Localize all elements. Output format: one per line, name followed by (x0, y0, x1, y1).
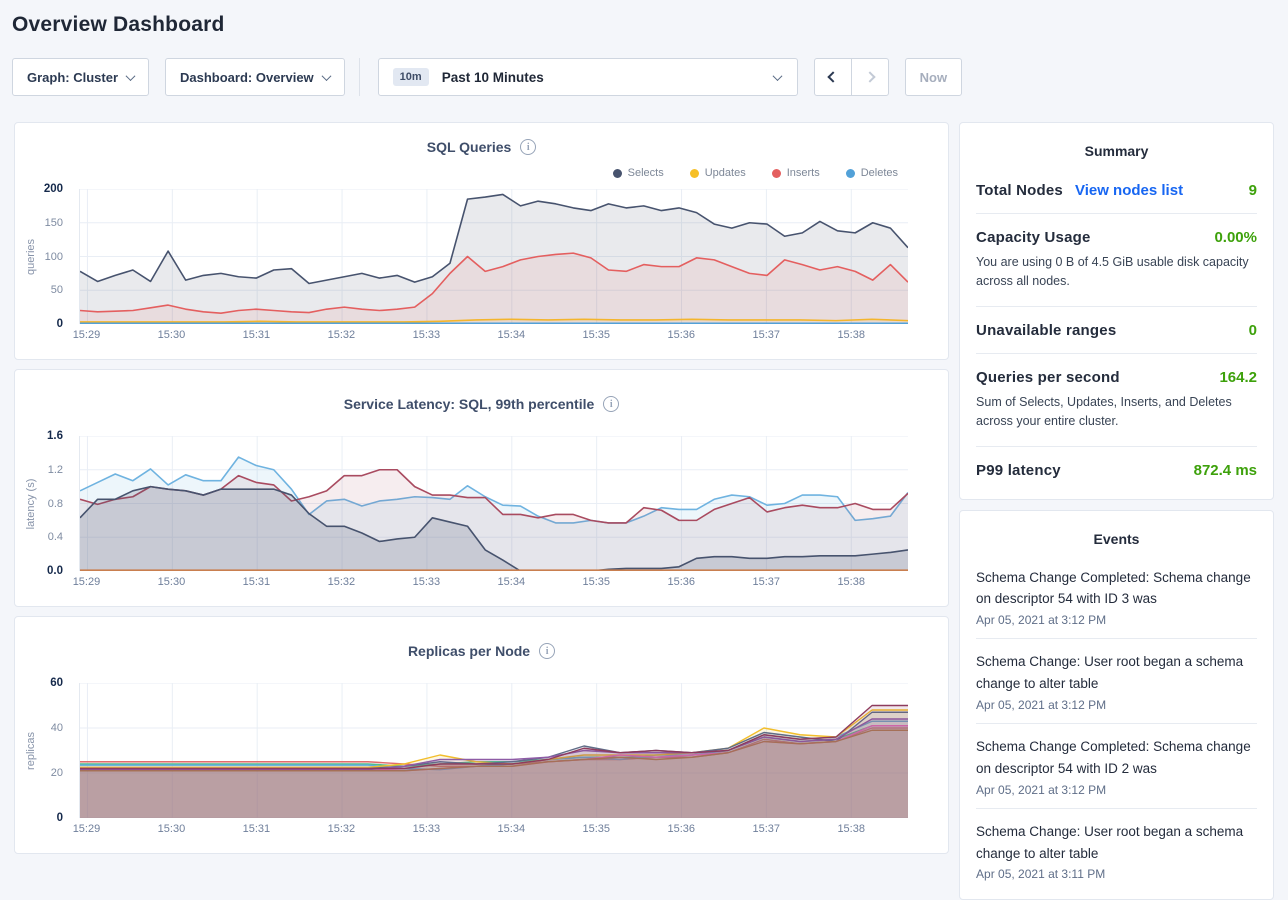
x-axis-ticks: 15:29 15:30 15:31 15:32 15:33 15:34 15:35 15:36… (72, 329, 865, 341)
summary-row-p99-latency: P99 latency 872.4 ms (976, 447, 1257, 493)
summary-panel: Summary Total Nodes View nodes list 9 Ca… (959, 122, 1274, 500)
p99-latency-value: 872.4 ms (1193, 461, 1257, 479)
chart-panel-sql-queries: SQL Queries i Selects Updates Inserts Delet… (14, 122, 950, 360)
chart-panel-replicas-per-node: Replicas per Node i replicas 60 40 20 0 15:… (14, 616, 950, 854)
legend-item-updates: Updates (689, 167, 746, 179)
dashboard-dropdown[interactable]: Dashboard: Overview (165, 58, 345, 96)
legend-item-selects: Selects (612, 167, 664, 179)
time-range-label: Past 10 Minutes (441, 69, 544, 85)
time-pager (813, 58, 889, 96)
sql-queries-plot[interactable] (79, 189, 908, 324)
legend-item-inserts: Inserts (771, 167, 820, 179)
time-back-button[interactable] (813, 58, 852, 96)
graph-dropdown[interactable]: Graph: Cluster (12, 58, 150, 96)
chart-legend: Selects Updates Inserts Deletes (612, 167, 899, 179)
events-title: Events (1093, 530, 1140, 547)
event-item: Schema Change: User root began a schema … (976, 639, 1257, 724)
event-text: Schema Change Completed: Schema change o… (976, 738, 1251, 776)
y-axis-ticks: 60 40 20 0 (50, 677, 63, 824)
summary-row-unavailable-ranges: Unavailable ranges 0 (976, 307, 1257, 354)
total-nodes-label: Total Nodes (976, 182, 1063, 199)
event-timestamp: Apr 05, 2021 at 3:12 PM (976, 697, 1107, 712)
summary-row-total-nodes: Total Nodes View nodes list 9 (976, 167, 1257, 214)
total-nodes-value: 9 (1248, 182, 1257, 199)
legend-dot (845, 168, 855, 178)
capacity-description: You are using 0 B of 4.5 GiB usable disk… (976, 255, 1249, 289)
capacity-value: 0.00% (1214, 229, 1257, 246)
legend-item-deletes: Deletes (845, 167, 899, 179)
chart-title-text: SQL Queries (426, 139, 512, 155)
capacity-label: Capacity Usage (976, 229, 1091, 246)
chevron-left-icon (827, 71, 839, 83)
toolbar: Graph: Cluster Dashboard: Overview 10m P… (12, 58, 1276, 96)
y-axis-ticks: 200 150 100 50 0 (43, 183, 63, 330)
time-range-picker[interactable]: 10m Past 10 Minutes (377, 58, 798, 96)
chart-title-text: Service Latency: SQL, 99th percentile (343, 396, 595, 412)
legend-label: Deletes (860, 167, 899, 179)
event-timestamp: Apr 05, 2021 at 3:11 PM (976, 867, 1106, 882)
p99-latency-label: P99 latency (976, 461, 1061, 479)
event-text: Schema Change Completed: Schema change o… (976, 569, 1251, 607)
x-axis-ticks: 15:29 15:30 15:31 15:32 15:33 15:34 15:35 15:36… (72, 576, 865, 588)
side-column: Summary Total Nodes View nodes list 9 Ca… (959, 122, 1274, 900)
info-icon[interactable]: i (520, 139, 537, 155)
view-nodes-list-link[interactable]: View nodes list (1074, 182, 1184, 199)
legend-label: Updates (704, 167, 746, 179)
dashboard-dropdown-label: Dashboard: Overview (180, 69, 314, 85)
event-text: Schema Change: User root began a schema … (976, 654, 1244, 692)
chart-title: Replicas per Node i (15, 643, 948, 659)
chevron-down-icon (125, 70, 136, 81)
service-latency-plot[interactable] (79, 436, 908, 571)
legend-dot (771, 168, 781, 178)
legend-dot (689, 168, 699, 178)
event-item: Schema Change: User root began a schema … (976, 809, 1257, 893)
chart-title-text: Replicas per Node (407, 643, 531, 659)
event-text: Schema Change: User root began a schema … (976, 823, 1244, 861)
summary-title: Summary (1084, 143, 1149, 159)
events-panel: Events Schema Change Completed: Schema c… (959, 509, 1274, 900)
event-timestamp: Apr 05, 2021 at 3:12 PM (976, 782, 1107, 797)
charts-column: SQL Queries i Selects Updates Inserts Delet… (14, 122, 950, 854)
page-title: Overview Dashboard (12, 13, 225, 36)
time-forward-button[interactable] (850, 58, 889, 96)
chart-title: SQL Queries i (15, 139, 948, 155)
qps-value: 164.2 (1219, 368, 1257, 386)
event-item: Schema Change Completed: Schema change o… (976, 555, 1257, 640)
time-range-badge: 10m (392, 68, 429, 86)
qps-label: Queries per second (976, 368, 1120, 386)
replicas-per-node-plot[interactable] (79, 683, 908, 818)
legend-label: Inserts (786, 167, 820, 179)
x-axis-ticks: 15:29 15:30 15:31 15:32 15:33 15:34 15:35 15:36… (72, 823, 865, 835)
legend-dot (612, 168, 622, 178)
now-button[interactable]: Now (904, 58, 963, 96)
event-item: Schema Change Completed: Schema change o… (976, 724, 1257, 809)
chart-panel-service-latency: Service Latency: SQL, 99th percentile i … (14, 369, 950, 607)
chevron-down-icon (321, 70, 332, 81)
summary-row-qps: Queries per second 164.2 Sum of Selects,… (976, 354, 1257, 447)
chevron-right-icon (864, 71, 876, 83)
events-list: Schema Change Completed: Schema change o… (976, 555, 1257, 893)
unavailable-ranges-label: Unavailable ranges (976, 321, 1117, 339)
chart-title: Service Latency: SQL, 99th percentile i (15, 396, 948, 412)
unavailable-ranges-value: 0 (1248, 321, 1257, 339)
event-timestamp: Apr 05, 2021 at 3:12 PM (976, 613, 1107, 628)
toolbar-divider (358, 58, 360, 96)
legend-label: Selects (627, 167, 664, 179)
info-icon[interactable]: i (603, 396, 620, 412)
chevron-down-icon (772, 70, 783, 81)
graph-dropdown-label: Graph: Cluster (27, 69, 119, 85)
info-icon[interactable]: i (539, 643, 556, 659)
summary-row-capacity: Capacity Usage 0.00% You are using 0 B o… (976, 214, 1257, 307)
y-axis-ticks: 1.6 1.2 0.8 0.4 0.0 (47, 430, 63, 577)
qps-description: Sum of Selects, Updates, Inserts, and De… (976, 394, 1232, 429)
